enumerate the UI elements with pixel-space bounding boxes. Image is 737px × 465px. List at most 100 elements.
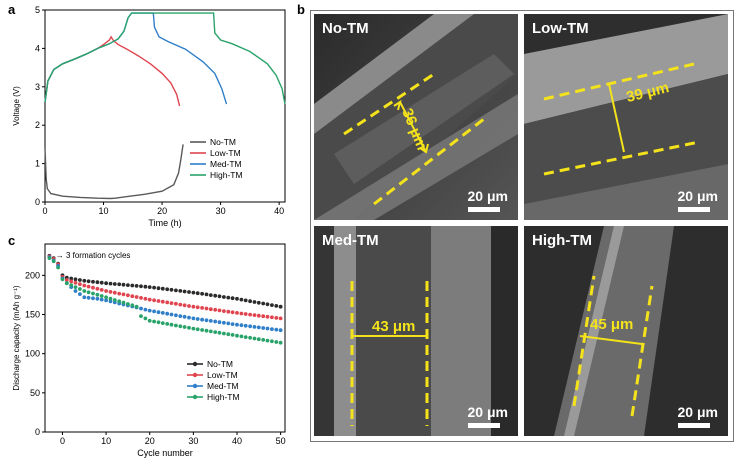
data-point [226, 309, 231, 314]
data-point [156, 299, 161, 303]
data-point [112, 298, 117, 302]
scale-bar [678, 207, 710, 212]
x-tick-label: 20 [145, 436, 155, 446]
sem-micrograph [524, 14, 728, 220]
thickness-label: 43 μm [372, 318, 416, 335]
data-point [261, 314, 266, 319]
data-point [139, 296, 143, 300]
data-point [91, 291, 95, 296]
data-point [174, 313, 178, 318]
data-point [139, 314, 143, 318]
data-point [235, 333, 239, 338]
data-point [152, 285, 157, 290]
data-point [222, 331, 226, 336]
panel-label-a: a [8, 2, 16, 17]
data-point [169, 322, 174, 327]
data-point [235, 296, 239, 301]
data-point [278, 328, 283, 333]
series-line [44, 144, 184, 200]
data-point [174, 323, 178, 328]
data-point [230, 333, 235, 337]
data-point [243, 312, 248, 316]
legend-label: High-TM [207, 392, 240, 402]
data-point [134, 284, 139, 288]
data-point [191, 304, 196, 309]
data-point [256, 313, 261, 318]
data-point [278, 340, 283, 345]
data-point [69, 283, 74, 287]
data-point [256, 337, 261, 342]
sem-image-no-tm: No-TM 36 μm 20 μm [314, 14, 518, 220]
data-point [160, 321, 165, 325]
data-point [235, 311, 239, 315]
data-point [252, 313, 257, 317]
x-axis-label: Cycle number [137, 448, 193, 458]
sem-micrograph [314, 14, 518, 220]
data-point [73, 277, 78, 282]
data-point [95, 286, 100, 291]
data-point [278, 316, 283, 321]
data-point [73, 285, 78, 289]
data-point [248, 299, 253, 304]
data-point [82, 295, 87, 300]
data-point [143, 316, 148, 321]
data-point [147, 285, 152, 289]
data-point [69, 276, 74, 281]
sem-image-med-tm: Med-TM 43 μm 20 μm [314, 226, 518, 436]
y-tick-label: 150 [25, 310, 40, 320]
x-tick-label: 10 [99, 206, 109, 216]
data-point [200, 317, 205, 322]
data-point [134, 295, 139, 299]
data-point [239, 311, 244, 316]
data-point [47, 256, 52, 260]
data-point [152, 309, 157, 314]
data-point [112, 290, 117, 295]
data-point [64, 281, 69, 286]
data-point [178, 314, 183, 318]
data-point [169, 287, 174, 292]
x-tick-label: 30 [216, 206, 226, 216]
data-point [86, 295, 91, 300]
data-point [265, 302, 270, 307]
data-point [147, 318, 152, 323]
data-point [95, 296, 100, 301]
data-point [99, 288, 104, 292]
legend-label: No-TM [210, 137, 236, 147]
data-point [78, 287, 82, 291]
series-line [44, 12, 228, 105]
data-point [169, 301, 174, 305]
data-point [200, 328, 205, 332]
data-point [265, 338, 270, 343]
legend-marker [192, 383, 198, 389]
data-point [187, 304, 191, 308]
data-point [60, 277, 65, 282]
data-point [182, 314, 187, 319]
data-point [182, 325, 187, 329]
data-point [51, 259, 56, 264]
legend-label: Med-TM [207, 381, 239, 391]
data-point [182, 289, 187, 294]
data-point [73, 280, 78, 285]
data-point [165, 322, 170, 326]
data-point [230, 322, 235, 326]
data-point [126, 283, 130, 287]
data-point [130, 294, 135, 299]
x-tick-label: 40 [274, 206, 284, 216]
scale-bar-label: 20 μm [467, 404, 508, 420]
data-point [270, 339, 274, 344]
x-tick-label: 10 [101, 436, 111, 446]
data-point [178, 289, 183, 293]
data-point [95, 292, 100, 297]
data-point [99, 280, 104, 285]
sem-image-high-tm: High-TM 45 μm 20 μm [524, 226, 728, 436]
data-point [243, 323, 248, 328]
data-point [195, 317, 200, 321]
series-line [44, 12, 286, 105]
scale-bar-label: 20 μm [467, 188, 508, 204]
data-point [147, 308, 152, 313]
sem-image-low-tm: Low-TM 39 μm 20 μm [524, 14, 728, 220]
data-point [121, 292, 126, 297]
data-point [208, 319, 213, 323]
data-point [91, 285, 95, 290]
